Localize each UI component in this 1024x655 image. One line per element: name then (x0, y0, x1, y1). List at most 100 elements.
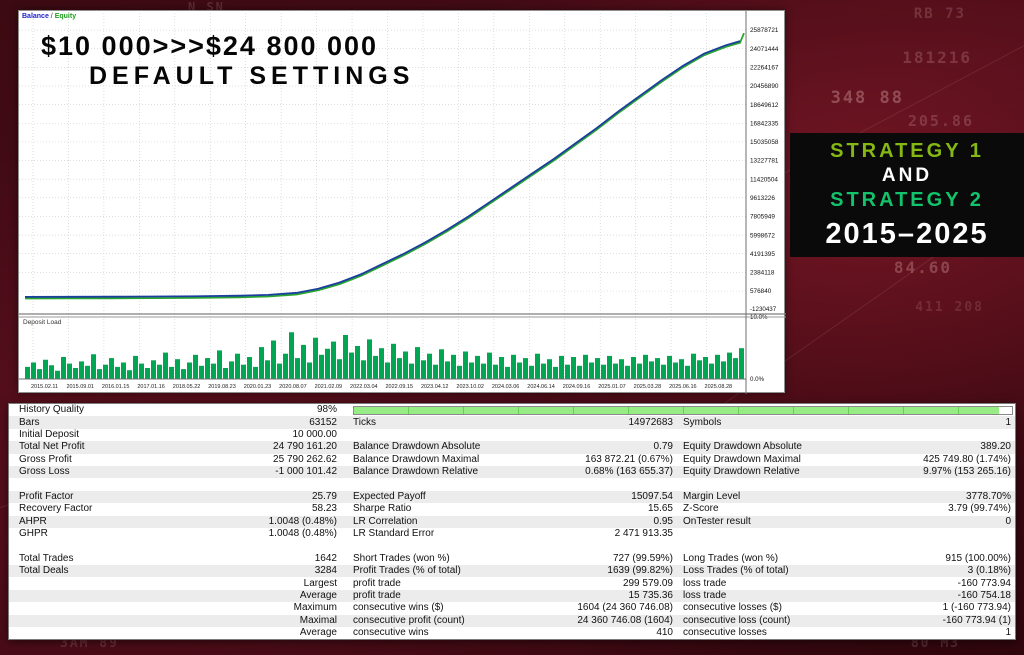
table-value-cell: 15097.54 (631, 490, 673, 502)
table-row: Largest profit trade 299 579.09 loss trade -… (9, 577, 1015, 589)
deposit-load-bar (673, 362, 678, 379)
table-value-cell: 0 (1005, 515, 1011, 527)
table-label-cell: consecutive wins ($) (353, 602, 444, 614)
deposit-load-bar (427, 353, 432, 379)
deposit-load-bar (361, 360, 366, 379)
deposit-load-bar (61, 357, 66, 379)
deposit-load-bar (613, 363, 618, 379)
deposit-load-bar (277, 363, 282, 379)
deposit-load-bar (199, 365, 204, 379)
deposit-load-bar (409, 363, 414, 379)
deposit-load-bar (79, 361, 84, 379)
table-row: GHPR 1.0048 (0.48%) LR Standard Error 2 471… (9, 528, 1015, 540)
legend-separator: / (48, 13, 55, 20)
table-value-cell: 98% (316, 404, 337, 416)
table-row: Bars 63152 Ticks 14972683 Symbols 1 (9, 416, 1015, 429)
background-ticker-text: 84.60 (893, 258, 952, 277)
history-quality-progress-bar (353, 405, 1013, 415)
deposit-load-bar (583, 354, 588, 379)
deposit-load-bar (553, 366, 558, 379)
deposit-load-bar (733, 358, 738, 379)
backtest-statistics-table: History Quality 98% Bars 63152 Ticks 14972683… (8, 403, 1016, 641)
table-value-cell: -160 754.18 (957, 590, 1011, 602)
table-row: Recovery Factor 58.23 Sharpe Ratio 15.65 Z-S… (9, 503, 1015, 515)
y-axis-tick-label: 2384118 (750, 270, 775, 277)
deposit-load-bar (511, 354, 516, 379)
table-value-cell: 1 (1005, 627, 1011, 639)
table-label-cell: profit trade (353, 577, 401, 589)
deposit-load-bar (727, 352, 732, 379)
table-label-cell: Short Trades (won %) (353, 552, 450, 564)
table-label-cell: Sharpe Ratio (353, 503, 412, 515)
table-value-cell: 425 749.80 (1.74%) (923, 453, 1011, 465)
y-axis-tick-label: 13227781 (750, 158, 779, 165)
table-value-cell: 25.79 (311, 490, 337, 502)
deposit-load-bar (577, 365, 582, 379)
deposit-load-bar (349, 352, 354, 379)
deposit-load-bar (175, 359, 180, 379)
deposit-load-bar (721, 361, 726, 379)
y-axis-tick-label: 11420504 (750, 176, 778, 183)
deposit-load-bar (313, 337, 318, 379)
table-row: Gross Profit 25 790 262.62 Balance Drawdow… (9, 454, 1015, 466)
table-label-cell: OnTester result (683, 515, 751, 527)
x-axis-tick-label: 2015.02.11 (31, 384, 58, 390)
banner-strategy1-text: STRATEGY 1 (830, 139, 984, 162)
x-axis-tick-label: 2025.08.28 (705, 384, 733, 390)
x-axis-tick-label: 2025.06.16 (669, 384, 697, 390)
deposit-load-bar (211, 363, 216, 379)
deposit-load-bar (397, 358, 402, 379)
table-value-cell: 24 360 746.08 (1604) (577, 614, 673, 626)
table-row: Profit Factor 25.79 Expected Payoff 15097.5… (9, 490, 1015, 504)
deposit-load-bar (547, 359, 552, 379)
background-ticker-text: 348 88 (830, 88, 904, 108)
deposit-load-bar (235, 353, 240, 379)
table-label-cell: LR Standard Error (353, 528, 435, 540)
table-label-cell: consecutive losses (683, 627, 767, 639)
deposit-load-bar (379, 348, 384, 379)
deposit-load-bar (205, 358, 210, 379)
x-axis-tick-label: 2024.06.14 (527, 384, 555, 390)
balance-equity-chart-panel[interactable]: Balance / Equity $10 000>>>$24 800 000 D… (18, 10, 786, 394)
deposit-load-bar (163, 352, 168, 379)
deposit-load-bar (667, 355, 672, 379)
deposit-load-bar (439, 349, 444, 379)
deposit-load-bar (643, 354, 648, 379)
table-label-cell: GHPR (19, 528, 48, 540)
deposit-load-bar (127, 370, 132, 379)
overlay-title-line2: DEFAULT SETTINGS (89, 62, 415, 90)
background-ticker-text: 411 208 (915, 300, 984, 315)
deposit-load-bar (229, 361, 234, 379)
deposit-load-bar (73, 368, 78, 379)
deposit-load-bar (679, 359, 684, 379)
table-value-cell: 389.20 (980, 441, 1011, 453)
deposit-load-bar (475, 355, 480, 379)
deposit-load-label: Deposit Load (23, 319, 62, 326)
deposit-load-bar (517, 362, 522, 379)
table-label-cell: Expected Payoff (353, 490, 426, 502)
deposit-load-bar (571, 357, 576, 379)
table-row: History Quality 98% (9, 404, 1015, 416)
deposit-load-bar (367, 339, 372, 379)
table-label-cell: consecutive loss (count) (683, 614, 791, 626)
table-label-cell: Balance Drawdown Maximal (353, 453, 480, 465)
table-label-cell: LR Correlation (353, 515, 418, 527)
table-label-cell: loss trade (683, 577, 727, 589)
deposit-load-bar (433, 364, 438, 379)
table-label-cell: Equity Drawdown Maximal (683, 453, 801, 465)
deposit-load-bar (703, 357, 708, 379)
chart-plot-area[interactable]: 2015.02.11 2015.09.01 2016.01.15 2017.01.16… (19, 11, 786, 394)
background-ticker-text: 205.86 (907, 112, 974, 130)
table-value-cell: -160 773.94 (957, 577, 1011, 589)
table-label-cell: Total Deals (19, 565, 69, 577)
sub-scale-min-label: 0.0% (750, 376, 765, 383)
table-value-cell: Maximum (293, 602, 337, 614)
deposit-load-bar (259, 347, 264, 379)
y-axis-tick-label: 22264167 (750, 65, 779, 72)
table-label-cell: Profit Trades (% of total) (353, 565, 461, 577)
deposit-load-bar (535, 353, 540, 379)
table-value-cell: -160 773.94 (1) (942, 614, 1011, 626)
banner-and-text: AND (881, 164, 933, 186)
deposit-load-bar (415, 347, 420, 379)
table-row: Maximum consecutive wins ($) 1604 (24 360 … (9, 602, 1015, 614)
